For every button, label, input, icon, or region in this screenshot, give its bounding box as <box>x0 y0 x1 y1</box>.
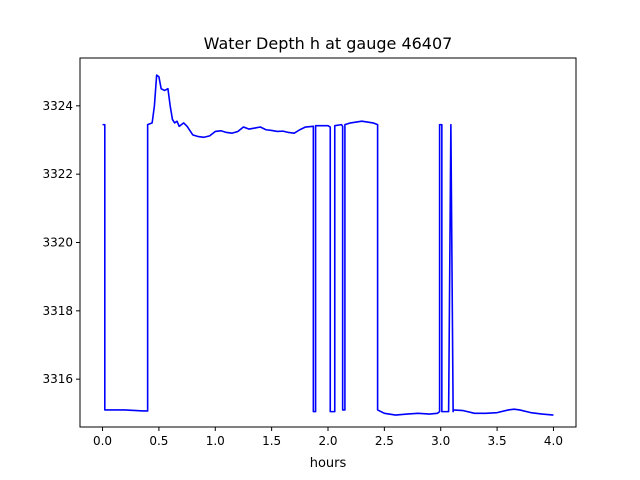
x-tick-label: 3.0 <box>431 434 450 448</box>
x-tick-label: 4.0 <box>544 434 563 448</box>
x-tick-label: 2.0 <box>318 434 337 448</box>
x-tick-label: 2.5 <box>375 434 394 448</box>
x-tick-label: 3.5 <box>488 434 507 448</box>
y-tick-label: 3322 <box>42 167 73 181</box>
x-tick-label: 1.5 <box>262 434 281 448</box>
chart-title: Water Depth h at gauge 46407 <box>204 34 453 53</box>
axes-frame <box>79 57 577 428</box>
y-tick-label: 3316 <box>42 372 73 386</box>
x-tick-label: 0.5 <box>149 434 168 448</box>
y-tick-label: 3318 <box>42 304 73 318</box>
plot-area <box>102 74 554 416</box>
x-tick-label: 0.0 <box>93 434 112 448</box>
x-axis: 0.0 0.5 1.0 1.5 2.0 2.5 3.0 3.5 4.0 <box>93 427 563 448</box>
series-line-0 <box>102 74 554 416</box>
x-axis-label: hours <box>310 456 347 471</box>
x-tick-label: 1.0 <box>206 434 225 448</box>
y-tick-label: 3324 <box>42 99 73 113</box>
y-tick-label: 3320 <box>42 236 73 250</box>
y-axis: 3316 3318 3320 3322 3324 <box>42 99 80 386</box>
